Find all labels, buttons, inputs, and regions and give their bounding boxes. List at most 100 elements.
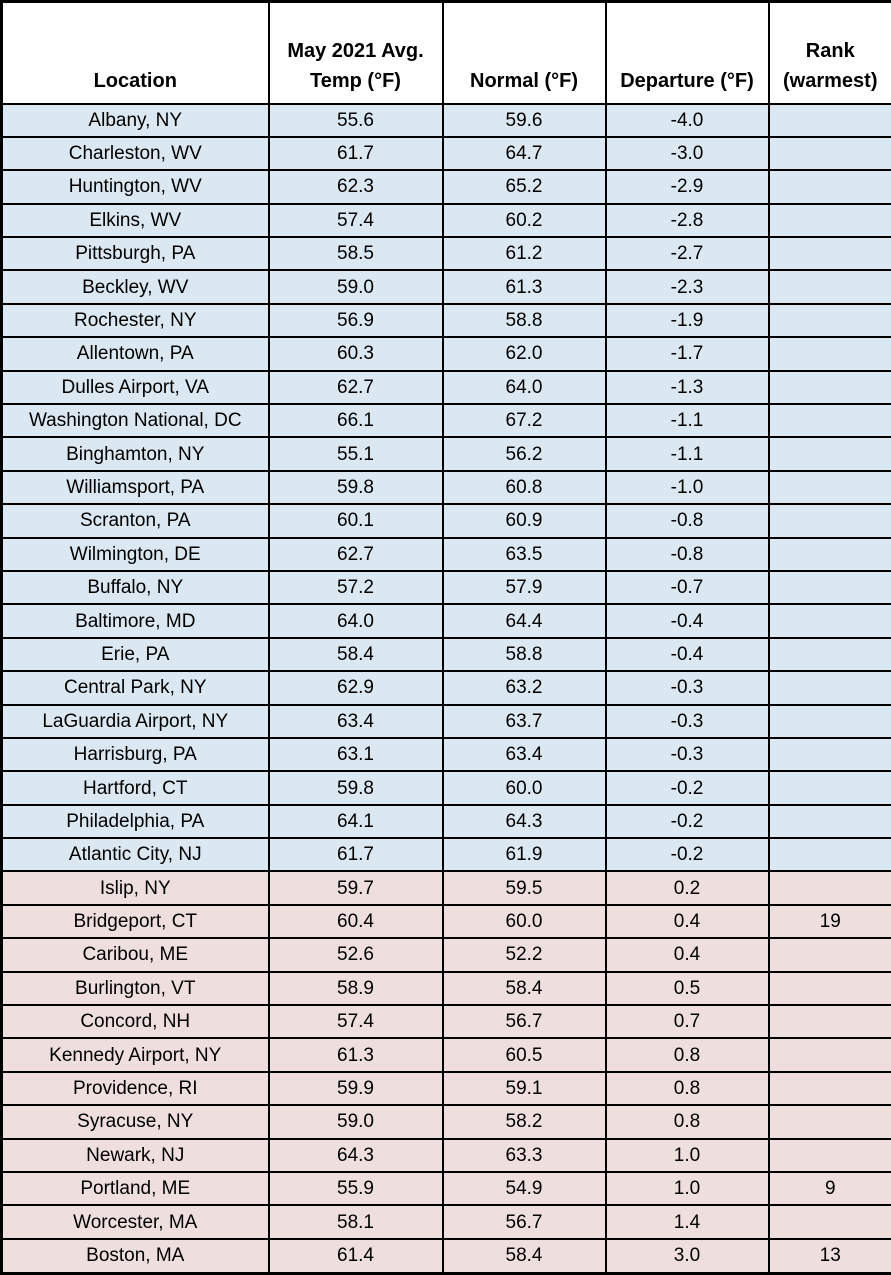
normal-cell: 61.9: [441, 837, 607, 873]
temp-cell: 60.1: [267, 503, 444, 539]
temp-cell: 58.4: [267, 636, 444, 673]
temp-cell: 52.6: [267, 937, 444, 973]
temp-cell: 59.8: [267, 469, 444, 506]
normal-cell: 60.8: [441, 469, 607, 506]
column-header-departure: Departure (°F): [604, 0, 770, 105]
column-header-rank: Rank (warmest): [767, 0, 891, 105]
rank-cell: [767, 1104, 891, 1140]
departure-cell: 0.4: [604, 903, 770, 940]
rank-cell: [767, 803, 891, 840]
location-cell: Pittsburgh, PA: [0, 236, 270, 272]
normal-cell: 63.3: [441, 1137, 607, 1174]
temp-cell: 57.4: [267, 202, 444, 239]
normal-cell: 61.3: [441, 269, 607, 305]
table-row: Islip, NY 59.7 59.5 0.2: [0, 870, 891, 906]
rank-cell: [767, 1070, 891, 1107]
table-row: Harrisburg, PA 63.1 63.4 -0.3: [0, 736, 891, 773]
temp-cell: 55.1: [267, 436, 444, 472]
departure-cell: -0.3: [604, 670, 770, 706]
departure-cell: -1.9: [604, 302, 770, 339]
rank-cell: [767, 670, 891, 706]
location-cell: Charleston, WV: [0, 135, 270, 172]
rank-cell: [767, 269, 891, 305]
table-row: Portland, ME 55.9 54.9 1.0 9: [0, 1170, 891, 1207]
normal-cell: 56.2: [441, 436, 607, 472]
normal-cell: 63.4: [441, 736, 607, 773]
normal-cell: 60.5: [441, 1037, 607, 1073]
table-row: Atlantic City, NJ 61.7 61.9 -0.2: [0, 837, 891, 873]
column-header-location: Location: [0, 0, 270, 105]
normal-cell: 60.0: [441, 770, 607, 806]
rank-cell: [767, 202, 891, 239]
table-row: Beckley, WV 59.0 61.3 -2.3: [0, 269, 891, 305]
location-cell: Scranton, PA: [0, 503, 270, 539]
temp-cell: 62.9: [267, 670, 444, 706]
table-header: Location May 2021 Avg. Temp (°F) Normal …: [0, 0, 891, 105]
table-row: Baltimore, MD 64.0 64.4 -0.4: [0, 603, 891, 639]
departure-cell: 1.0: [604, 1170, 770, 1207]
departure-cell: -0.8: [604, 536, 770, 572]
temp-cell: 59.0: [267, 269, 444, 305]
rank-cell: [767, 770, 891, 806]
location-cell: Erie, PA: [0, 636, 270, 673]
table-row: Allentown, PA 60.3 62.0 -1.7: [0, 336, 891, 372]
temp-cell: 60.3: [267, 336, 444, 372]
departure-cell: -0.8: [604, 503, 770, 539]
temp-cell: 61.7: [267, 837, 444, 873]
departure-cell: 0.4: [604, 937, 770, 973]
departure-cell: -1.7: [604, 336, 770, 372]
table-row: Pittsburgh, PA 58.5 61.2 -2.7: [0, 236, 891, 272]
rank-cell: [767, 569, 891, 606]
rank-cell: [767, 837, 891, 873]
table-row: LaGuardia Airport, NY 63.4 63.7 -0.3: [0, 703, 891, 739]
departure-cell: -2.8: [604, 202, 770, 239]
rank-cell: 9: [767, 1170, 891, 1207]
location-cell: Wilmington, DE: [0, 536, 270, 572]
temp-cell: 63.4: [267, 703, 444, 739]
table-row: Syracuse, NY 59.0 58.2 0.8: [0, 1104, 891, 1140]
temp-cell: 62.3: [267, 169, 444, 205]
departure-cell: -2.9: [604, 169, 770, 205]
departure-cell: -0.2: [604, 837, 770, 873]
temp-cell: 61.7: [267, 135, 444, 172]
location-cell: Concord, NH: [0, 1004, 270, 1040]
normal-cell: 59.5: [441, 870, 607, 906]
rank-cell: [767, 1004, 891, 1040]
table-row: Elkins, WV 57.4 60.2 -2.8: [0, 202, 891, 239]
temp-cell: 61.3: [267, 1037, 444, 1073]
normal-cell: 64.4: [441, 603, 607, 639]
table-row: Hartford, CT 59.8 60.0 -0.2: [0, 770, 891, 806]
temp-cell: 58.9: [267, 970, 444, 1007]
rank-cell: [767, 403, 891, 439]
location-cell: LaGuardia Airport, NY: [0, 703, 270, 739]
table-row: Erie, PA 58.4 58.8 -0.4: [0, 636, 891, 673]
temp-cell: 56.9: [267, 302, 444, 339]
temp-cell: 62.7: [267, 369, 444, 406]
location-cell: Rochester, NY: [0, 302, 270, 339]
departure-cell: 1.4: [604, 1204, 770, 1240]
departure-cell: -0.3: [604, 703, 770, 739]
location-cell: Dulles Airport, VA: [0, 369, 270, 406]
location-cell: Albany, NY: [0, 102, 270, 138]
rank-cell: [767, 1204, 891, 1240]
location-cell: Worcester, MA: [0, 1204, 270, 1240]
departure-cell: 3.0: [604, 1237, 770, 1275]
location-cell: Central Park, NY: [0, 670, 270, 706]
normal-cell: 64.7: [441, 135, 607, 172]
rank-cell: [767, 503, 891, 539]
location-cell: Elkins, WV: [0, 202, 270, 239]
location-cell: Hartford, CT: [0, 770, 270, 806]
table-row: Binghamton, NY 55.1 56.2 -1.1: [0, 436, 891, 472]
location-cell: Buffalo, NY: [0, 569, 270, 606]
normal-cell: 63.5: [441, 536, 607, 572]
normal-cell: 57.9: [441, 569, 607, 606]
rank-cell: [767, 736, 891, 773]
temp-cell: 66.1: [267, 403, 444, 439]
table-row: Albany, NY 55.6 59.6 -4.0: [0, 102, 891, 138]
normal-cell: 63.2: [441, 670, 607, 706]
temp-cell: 61.4: [267, 1237, 444, 1275]
departure-cell: -2.3: [604, 269, 770, 305]
departure-cell: 0.7: [604, 1004, 770, 1040]
location-cell: Islip, NY: [0, 870, 270, 906]
